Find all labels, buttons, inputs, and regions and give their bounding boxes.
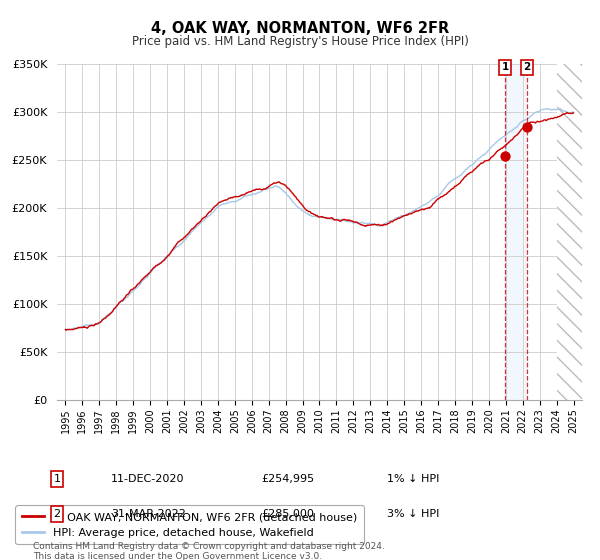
Bar	[505, 64, 527, 400]
Text: 4, OAK WAY, NORMANTON, WF6 2FR: 4, OAK WAY, NORMANTON, WF6 2FR	[151, 21, 449, 36]
Text: 1% ↓ HPI: 1% ↓ HPI	[387, 474, 439, 484]
Point	[522, 122, 532, 131]
Text: Price paid vs. HM Land Registry's House Price Index (HPI): Price paid vs. HM Land Registry's House …	[131, 35, 469, 48]
Text: 11-DEC-2020: 11-DEC-2020	[111, 474, 185, 484]
Text: £254,995: £254,995	[261, 474, 314, 484]
Legend: 4, OAK WAY, NORMANTON, WF6 2FR (detached house), HPI: Average price, detached ho: 4, OAK WAY, NORMANTON, WF6 2FR (detached…	[16, 506, 364, 544]
Text: 1: 1	[502, 62, 509, 72]
Text: 1: 1	[53, 474, 61, 484]
Point	[500, 151, 510, 160]
Text: Contains HM Land Registry data © Crown copyright and database right 2024.
This d: Contains HM Land Registry data © Crown c…	[33, 542, 385, 560]
Text: 31-MAR-2022: 31-MAR-2022	[111, 509, 186, 519]
Text: 3% ↓ HPI: 3% ↓ HPI	[387, 509, 439, 519]
Text: 2: 2	[53, 509, 61, 519]
Text: 2: 2	[523, 62, 530, 72]
Text: £285,000: £285,000	[261, 509, 314, 519]
Bar	[557, 64, 582, 400]
